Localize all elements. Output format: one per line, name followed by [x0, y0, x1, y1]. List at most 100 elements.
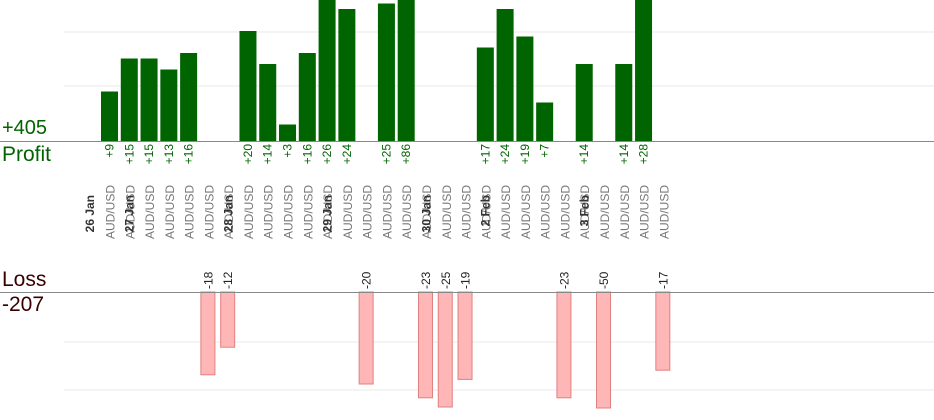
instrument-label: AUD/USD [301, 185, 315, 239]
instrument-label: AUD/USD [163, 185, 177, 239]
profit-value-label: +16 [300, 144, 314, 165]
loss-total: -207 [2, 293, 45, 316]
profit-bar [536, 102, 554, 141]
profit-bar [318, 0, 336, 141]
instrument-label: AUD/USD [618, 185, 632, 239]
profit-value-label: +15 [122, 144, 136, 165]
loss-bars [200, 291, 671, 409]
instrument-label: AUD/USD [420, 185, 434, 239]
instrument-label: AUD/USD [440, 185, 454, 239]
loss-value-label: -25 [439, 271, 453, 289]
profit-value-label: +17 [478, 144, 492, 165]
profit-bars [101, 0, 653, 141]
date-label: 2 Feb [479, 195, 493, 226]
profit-bar [279, 124, 297, 141]
profit-bar [140, 58, 158, 141]
instrument-label: AUD/USD [499, 185, 513, 239]
instrument-label: AUD/USD [321, 185, 335, 239]
loss-bar [417, 291, 433, 399]
profit-value-label: +24 [498, 144, 512, 165]
profit-value-label: +26 [320, 144, 334, 165]
profit-bar [338, 9, 356, 141]
instrument-label: AUD/USD [262, 185, 276, 239]
date-label: 27 Jan [123, 195, 137, 232]
instrument-label: AUD/USD [558, 185, 572, 239]
instrument-label: AUD/USD [657, 185, 671, 239]
profit-value-label: +13 [162, 144, 176, 165]
instrument-label: AUD/USD [638, 185, 652, 239]
profit-bar [239, 31, 257, 141]
loss-value-label: -18 [201, 271, 215, 289]
profit-value-label: +19 [518, 144, 532, 165]
profit-bar [397, 0, 415, 141]
profit-value-label: +86 [399, 144, 413, 165]
profit-value-label: +16 [182, 144, 196, 165]
instrument-label: AUD/USD [361, 185, 375, 239]
profit-value-label: +28 [637, 144, 651, 165]
profit-bar [259, 64, 277, 141]
date-label: 29 Jan [320, 195, 334, 232]
instrument-label: AUD/USD [202, 185, 216, 239]
instrument-label: AUD/USD [519, 185, 533, 239]
profit-bar [476, 47, 494, 141]
instrument-label: AUD/USD [578, 185, 592, 239]
profit-value-label: +20 [241, 144, 255, 165]
profit-bar [298, 53, 316, 141]
profit-value-label: +14 [261, 144, 275, 165]
profit-bar [496, 9, 514, 141]
loss-value-label: -19 [459, 271, 473, 289]
date-label: 30 Jan [419, 195, 433, 232]
loss-bar [457, 291, 473, 380]
profit-label: Profit [2, 143, 52, 166]
profit-bar [120, 58, 138, 141]
instrument-label: AUD/USD [539, 185, 553, 239]
profit-value-label: +15 [142, 144, 156, 165]
loss-bar [556, 291, 572, 399]
profit-value-label: +9 [103, 144, 117, 158]
profit-bar [160, 69, 178, 141]
loss-value-label: -23 [557, 271, 571, 289]
loss-bar [596, 291, 611, 409]
instrument-label: AUD/USD [123, 185, 137, 239]
date-label: 28 Jan [221, 195, 235, 232]
profit-bar [180, 53, 198, 141]
profit-total: +405 [2, 117, 48, 139]
category-labels: +9 AUD/USD 26 Jan +15 AUD/USD +15 AUD/USD 27 Ja… [83, 144, 671, 289]
loss-bar [200, 291, 216, 376]
instrument-label: AUD/USD [104, 185, 118, 239]
instrument-label: AUD/USD [341, 185, 355, 239]
loss-bar [220, 291, 236, 348]
profit-bar [635, 0, 653, 141]
instrument-label: AUD/USD [380, 185, 394, 239]
profit-bar [377, 3, 395, 141]
instrument-label: AUD/USD [242, 185, 256, 239]
profit-value-label: +3 [281, 144, 295, 158]
instrument-label: AUD/USD [460, 185, 474, 239]
instrument-label: AUD/USD [400, 185, 414, 239]
profit-bar [101, 91, 118, 141]
instrument-label: AUD/USD [143, 185, 157, 239]
profit-bar [575, 64, 593, 141]
instrument-label: AUD/USD [282, 185, 296, 239]
axes [0, 141, 934, 293]
instrument-label: AUD/USD [598, 185, 612, 239]
loss-bar [358, 291, 374, 385]
loss-value-label: -17 [656, 271, 670, 289]
profit-value-label: +14 [617, 144, 631, 165]
profit-value-label: +24 [340, 144, 354, 165]
profit-value-label: +25 [379, 144, 393, 165]
profit-value-label: +7 [538, 144, 552, 158]
loss-bar [655, 291, 671, 371]
instrument-label: AUD/USD [479, 185, 493, 239]
profit-value-label: +14 [577, 144, 591, 165]
loss-value-label: -50 [597, 271, 611, 289]
instrument-label: AUD/USD [183, 185, 197, 239]
loss-value-label: -23 [419, 271, 433, 289]
loss-value-label: -12 [221, 271, 235, 289]
date-label: 3 Feb [578, 195, 592, 226]
date-label: 26 Jan [83, 195, 97, 232]
profit-bar [516, 36, 534, 141]
loss-value-label: -20 [360, 271, 374, 289]
instrument-label: AUD/USD [222, 185, 236, 239]
